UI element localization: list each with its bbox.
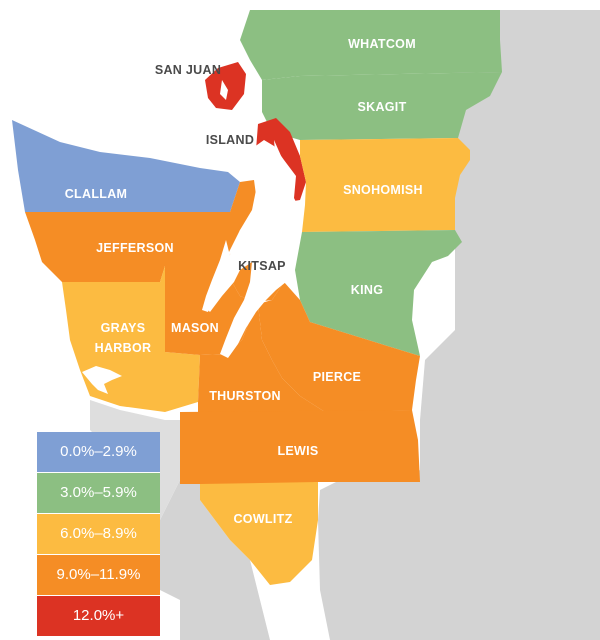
legend-item-0: 0.0%–2.9% <box>37 432 160 473</box>
county-jefferson <box>25 180 258 282</box>
label-king: KING <box>351 283 383 297</box>
county-snohomish <box>300 138 470 232</box>
island-channel <box>274 140 286 180</box>
puget-sound-water <box>204 140 300 358</box>
county-pierce <box>258 282 420 412</box>
label-pierce: PIERCE <box>313 370 361 384</box>
label-island: ISLAND <box>206 133 254 147</box>
label-whatcom: WHATCOM <box>348 37 416 51</box>
label-skagit: SKAGIT <box>357 100 406 114</box>
legend-item-1: 3.0%–5.9% <box>37 473 160 514</box>
legend: 0.0%–2.9% 3.0%–5.9% 6.0%–8.9% 9.0%–11.9%… <box>37 432 160 637</box>
county-skagit <box>262 72 502 140</box>
label-lewis: LEWIS <box>277 444 318 458</box>
label-snohomish: SNOHOMISH <box>343 183 423 197</box>
county-thurston <box>198 304 325 412</box>
label-grays-harbor-line1: GRAYS <box>101 321 146 335</box>
county-lewis <box>180 410 420 484</box>
neighbor-region-east <box>318 10 600 640</box>
neighbor-region-northeast-edge <box>500 10 560 90</box>
label-thurston: THURSTON <box>209 389 281 403</box>
label-san-juan: SAN JUAN <box>155 63 221 77</box>
label-jefferson: JEFFERSON <box>96 241 174 255</box>
legend-item-2: 6.0%–8.9% <box>37 514 160 555</box>
county-cowlitz <box>200 482 318 585</box>
county-king <box>295 230 462 356</box>
label-cowlitz: COWLITZ <box>233 512 292 526</box>
label-clallam: CLALLAM <box>65 187 128 201</box>
label-mason: MASON <box>171 321 219 335</box>
san-juan-channel <box>220 80 228 100</box>
county-clallam <box>12 120 240 212</box>
legend-item-4: 12.0%+ <box>37 596 160 637</box>
label-kitsap: KITSAP <box>238 259 286 273</box>
neighbor-region-south <box>160 480 270 640</box>
grays-harbor-bay <box>82 366 122 394</box>
label-grays-harbor-line2: HARBOR <box>95 341 152 355</box>
county-whatcom <box>240 10 502 80</box>
legend-item-3: 9.0%–11.9% <box>37 555 160 596</box>
hood-canal-water <box>202 240 230 312</box>
